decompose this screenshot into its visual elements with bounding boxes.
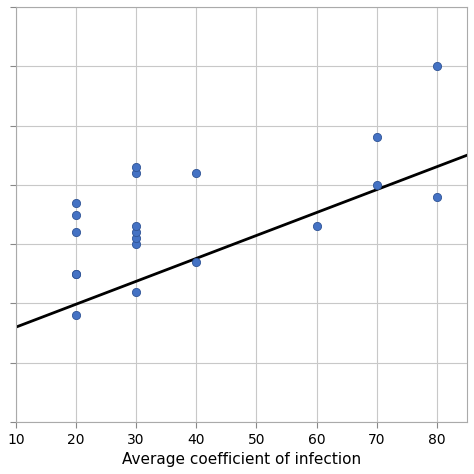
Point bbox=[433, 193, 441, 201]
Point bbox=[72, 270, 80, 278]
Point bbox=[132, 169, 140, 177]
Point bbox=[72, 199, 80, 207]
Point bbox=[192, 258, 200, 266]
Point bbox=[192, 169, 200, 177]
Point bbox=[132, 163, 140, 171]
Point bbox=[433, 63, 441, 70]
Point bbox=[313, 223, 320, 230]
Point bbox=[72, 270, 80, 278]
Point bbox=[373, 181, 381, 189]
Point bbox=[72, 211, 80, 219]
Point bbox=[132, 240, 140, 248]
Point bbox=[72, 311, 80, 319]
Point bbox=[132, 223, 140, 230]
Point bbox=[132, 235, 140, 242]
Point bbox=[132, 288, 140, 295]
X-axis label: Average coefficient of infection: Average coefficient of infection bbox=[122, 452, 361, 467]
Point bbox=[373, 134, 381, 141]
Point bbox=[72, 228, 80, 236]
Point bbox=[132, 228, 140, 236]
